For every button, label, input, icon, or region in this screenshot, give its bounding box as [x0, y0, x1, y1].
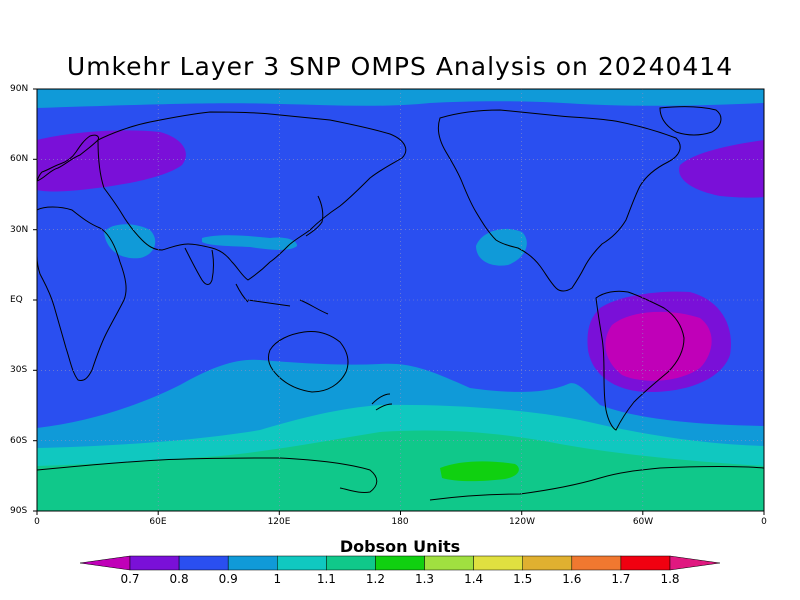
field-min-atlantic	[679, 140, 764, 198]
colorbar-box	[129, 555, 180, 571]
colorbar-high-arrow	[669, 555, 721, 571]
colorbar-label: 1.6	[562, 572, 582, 586]
colorbar-box	[424, 555, 474, 571]
field-arctic-band	[37, 89, 764, 108]
field-patch-asia	[202, 235, 298, 250]
lon-label-120w: 120W	[508, 517, 536, 527]
field-patch-pacific	[476, 228, 527, 266]
colorbar-box	[178, 555, 229, 571]
colorbar-title: Dobson Units	[339, 537, 461, 556]
lon-label-120e: 120E	[267, 517, 291, 527]
colorbar-box	[473, 555, 523, 571]
lat-label-30n: 30N	[10, 225, 29, 235]
colorbar-box	[375, 555, 425, 571]
lat-label-90s: 90S	[10, 506, 28, 516]
colorbar-label: 1.3	[414, 572, 435, 586]
lon-label-60w: 60W	[632, 517, 654, 527]
colorbar-label: 1.8	[660, 572, 680, 586]
lon-label-0: 0	[34, 517, 40, 527]
colorbar-box	[571, 555, 622, 571]
colorbar-label: 0.8	[169, 572, 189, 586]
lat-label-60s: 60S	[10, 436, 28, 446]
field-patch-12	[440, 461, 519, 482]
colorbar-box	[277, 555, 327, 571]
colorbar-label: 1	[273, 572, 282, 586]
colorbar-label: 1.1	[316, 572, 336, 586]
lat-label-60n: 60N	[10, 154, 29, 164]
lon-label-60e: 60E	[149, 517, 167, 527]
field-min-europe	[37, 130, 186, 192]
colorbar	[79, 555, 721, 571]
lat-label-90n: 90N	[10, 84, 29, 94]
colorbar-label: 1.5	[513, 572, 533, 586]
colorbar-low-arrow	[79, 555, 131, 571]
chart-title: Umkehr Layer 3 SNP OMPS Analysis on 2024…	[66, 52, 734, 81]
field-patch-arabia	[104, 224, 156, 259]
colorbar-box	[326, 555, 376, 571]
colorbar-label: 1.4	[464, 572, 484, 586]
tick-marks	[33, 88, 765, 515]
field-southern-band-11	[37, 430, 764, 511]
colorbar-label: 0.7	[120, 572, 140, 586]
colorbar-box	[620, 555, 671, 571]
colorbar-box	[227, 555, 278, 571]
lon-label-0-east: 0	[761, 517, 767, 527]
lat-label-30s: 30S	[10, 365, 28, 375]
field-min-sam-06	[605, 311, 712, 381]
lon-label-180: 180	[391, 517, 409, 527]
colorbar-label: 0.9	[218, 572, 238, 586]
colorbar-label: 1.2	[365, 572, 385, 586]
coastlines	[37, 106, 764, 501]
colorbar-label: 1.7	[611, 572, 631, 586]
colorbar-box	[522, 555, 573, 571]
lat-label-eq: EQ	[10, 295, 23, 305]
